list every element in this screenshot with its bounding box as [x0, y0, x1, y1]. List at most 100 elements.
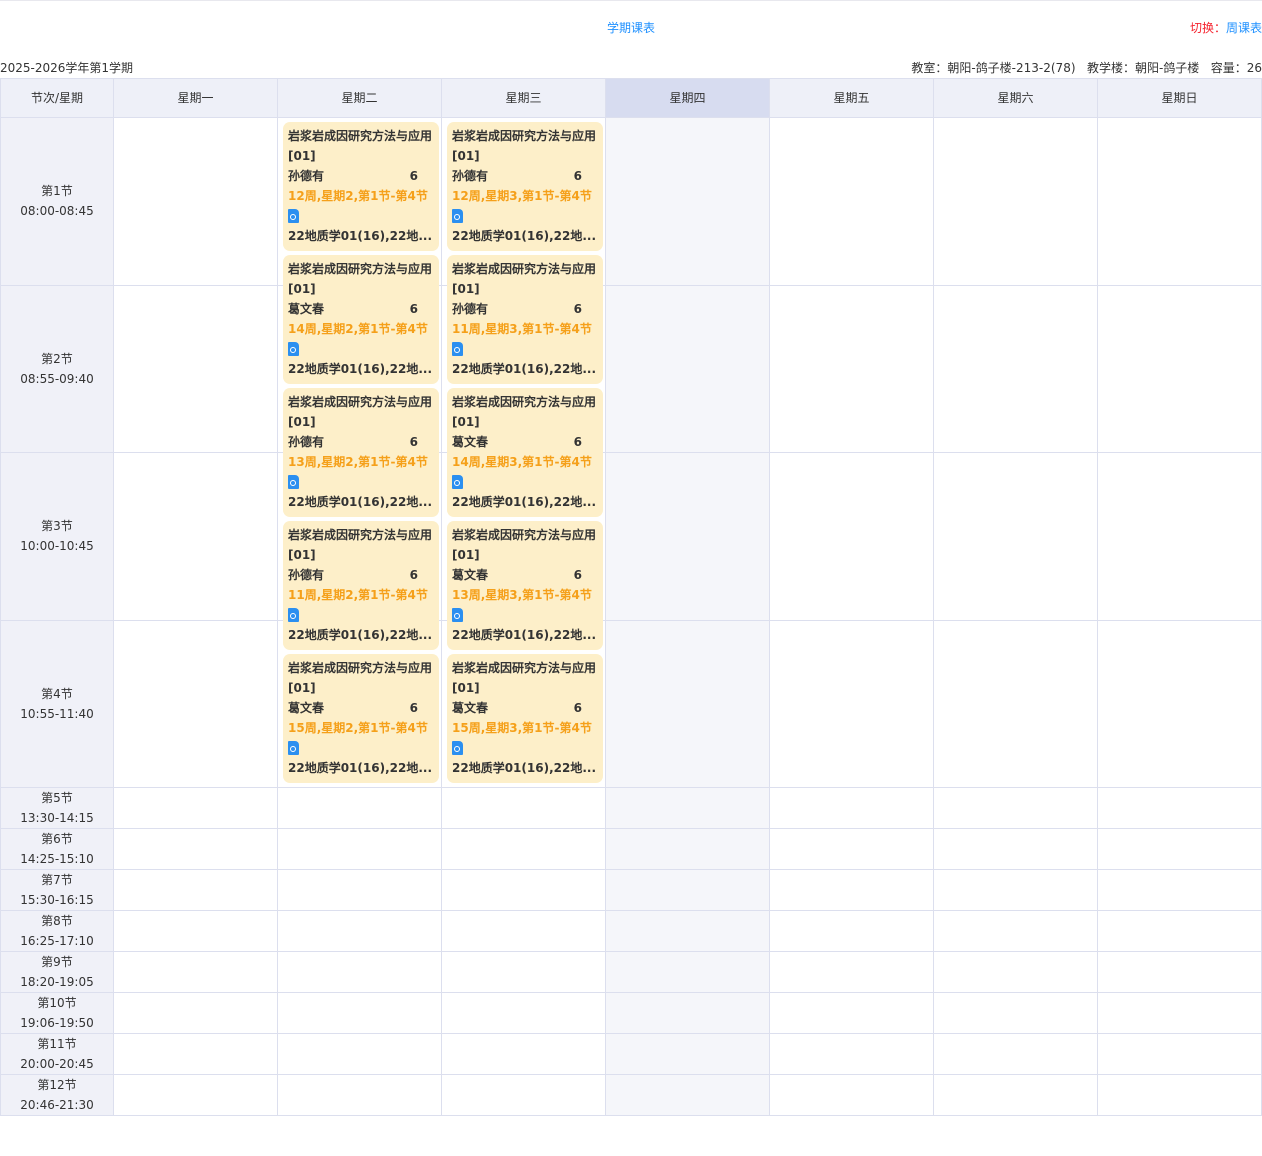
schedule-cell[interactable]	[442, 1075, 606, 1116]
schedule-cell[interactable]	[442, 952, 606, 993]
schedule-cell[interactable]	[606, 453, 770, 621]
schedule-cell[interactable]	[770, 911, 934, 952]
file-search-icon[interactable]	[452, 741, 463, 755]
file-search-icon[interactable]	[452, 608, 463, 622]
schedule-cell[interactable]	[114, 285, 278, 453]
schedule-cell[interactable]	[770, 285, 934, 453]
file-search-icon[interactable]	[452, 209, 463, 223]
schedule-cell[interactable]	[1098, 620, 1262, 788]
course-card[interactable]: 岩浆岩成因研究方法与应用 [01] 孙德有 6 11周,星期3,第1节-第4节 22地质学…	[447, 255, 603, 384]
schedule-cell[interactable]	[114, 1075, 278, 1116]
schedule-cell[interactable]	[770, 620, 934, 788]
schedule-cell[interactable]	[278, 788, 442, 829]
schedule-cell[interactable]	[442, 993, 606, 1034]
course-card[interactable]: 岩浆岩成因研究方法与应用 [01] 孙德有 6 12周,星期2,第1节-第4节 22地质学…	[283, 122, 439, 251]
schedule-cell[interactable]	[278, 911, 442, 952]
schedule-cell[interactable]	[278, 952, 442, 993]
schedule-cell[interactable]	[770, 993, 934, 1034]
schedule-cell[interactable]	[442, 620, 606, 788]
course-card[interactable]: 岩浆岩成因研究方法与应用 [01] 孙德有 6 11周,星期2,第1节-第4节 22地质学…	[283, 521, 439, 650]
schedule-cell[interactable]	[770, 788, 934, 829]
schedule-cell[interactable]	[934, 952, 1098, 993]
schedule-cell[interactable]	[1098, 952, 1262, 993]
file-search-icon[interactable]	[288, 741, 299, 755]
schedule-cell[interactable]	[606, 829, 770, 870]
schedule-cell[interactable]	[442, 788, 606, 829]
schedule-cell[interactable]	[606, 911, 770, 952]
schedule-cell[interactable]	[1098, 911, 1262, 952]
schedule-cell[interactable]	[442, 870, 606, 911]
schedule-cell[interactable]	[114, 788, 278, 829]
schedule-cell[interactable]	[1098, 788, 1262, 829]
schedule-cell[interactable]	[114, 453, 278, 621]
schedule-cell[interactable]	[114, 118, 278, 286]
schedule-cell[interactable]	[278, 1034, 442, 1075]
file-search-icon[interactable]	[288, 475, 299, 489]
schedule-cell[interactable]	[934, 993, 1098, 1034]
schedule-cell[interactable]	[606, 1075, 770, 1116]
course-card[interactable]: 岩浆岩成因研究方法与应用 [01] 孙德有 6 12周,星期3,第1节-第4节 22地质学…	[447, 122, 603, 251]
schedule-cell[interactable]	[606, 870, 770, 911]
schedule-cell[interactable]	[606, 1034, 770, 1075]
schedule-cell[interactable]	[606, 788, 770, 829]
schedule-cell[interactable]	[934, 1034, 1098, 1075]
course-card[interactable]: 岩浆岩成因研究方法与应用 [01] 葛文春 6 14周,星期2,第1节-第4节 22地质学…	[283, 255, 439, 384]
schedule-cell[interactable]	[770, 453, 934, 621]
file-search-icon[interactable]	[288, 209, 299, 223]
schedule-cell[interactable]	[1098, 829, 1262, 870]
schedule-cell[interactable]	[934, 118, 1098, 286]
teacher-name: 葛文春	[452, 435, 489, 449]
schedule-cell[interactable]	[606, 993, 770, 1034]
schedule-cell[interactable]	[114, 952, 278, 993]
schedule-cell[interactable]	[114, 1034, 278, 1075]
schedule-cell[interactable]	[114, 870, 278, 911]
file-search-icon[interactable]	[452, 475, 463, 489]
schedule-cell[interactable]	[278, 870, 442, 911]
schedule-cell[interactable]	[442, 911, 606, 952]
schedule-cell[interactable]	[934, 911, 1098, 952]
schedule-cell[interactable]	[934, 788, 1098, 829]
schedule-cell[interactable]	[606, 118, 770, 286]
schedule-cell[interactable]	[606, 620, 770, 788]
schedule-cell[interactable]	[606, 952, 770, 993]
schedule-cell[interactable]	[114, 829, 278, 870]
schedule-cell[interactable]	[934, 1075, 1098, 1116]
schedule-cell[interactable]	[1098, 1034, 1262, 1075]
schedule-cell[interactable]	[606, 285, 770, 453]
schedule-cell[interactable]	[934, 453, 1098, 621]
schedule-cell[interactable]	[770, 1034, 934, 1075]
schedule-cell[interactable]	[934, 870, 1098, 911]
schedule-cell[interactable]	[1098, 1075, 1262, 1116]
schedule-cell[interactable]	[934, 620, 1098, 788]
course-card[interactable]: 岩浆岩成因研究方法与应用 [01] 葛文春 6 14周,星期3,第1节-第4节 22地质学…	[447, 388, 603, 517]
schedule-cell[interactable]	[770, 1075, 934, 1116]
schedule-cell[interactable]	[1098, 870, 1262, 911]
schedule-cell[interactable]	[278, 993, 442, 1034]
schedule-cell[interactable]	[1098, 453, 1262, 621]
file-search-icon[interactable]	[288, 608, 299, 622]
course-card[interactable]: 岩浆岩成因研究方法与应用 [01] 葛文春 6 15周,星期2,第1节-第4节 22地质学…	[283, 654, 439, 783]
course-card[interactable]: 岩浆岩成因研究方法与应用 [01] 葛文春 6 13周,星期3,第1节-第4节 22地质学…	[447, 521, 603, 650]
week-schedule-link[interactable]: 周课表	[1225, 21, 1262, 35]
schedule-cell[interactable]	[442, 1034, 606, 1075]
schedule-cell[interactable]	[442, 829, 606, 870]
course-card[interactable]: 岩浆岩成因研究方法与应用 [01] 孙德有 6 13周,星期2,第1节-第4节 22地质学…	[283, 388, 439, 517]
schedule-cell[interactable]	[114, 911, 278, 952]
schedule-cell[interactable]	[278, 1075, 442, 1116]
file-search-icon[interactable]	[288, 342, 299, 356]
schedule-cell[interactable]	[770, 829, 934, 870]
schedule-cell[interactable]	[770, 118, 934, 286]
schedule-cell[interactable]	[114, 993, 278, 1034]
schedule-cell[interactable]	[770, 952, 934, 993]
schedule-cell[interactable]	[1098, 285, 1262, 453]
schedule-cell[interactable]	[278, 620, 442, 788]
schedule-cell[interactable]	[278, 829, 442, 870]
schedule-cell[interactable]	[770, 870, 934, 911]
schedule-cell[interactable]	[1098, 118, 1262, 286]
file-search-icon[interactable]	[452, 342, 463, 356]
schedule-cell[interactable]	[934, 285, 1098, 453]
schedule-cell[interactable]	[1098, 993, 1262, 1034]
schedule-cell[interactable]	[114, 620, 278, 788]
schedule-cell[interactable]	[934, 829, 1098, 870]
course-card[interactable]: 岩浆岩成因研究方法与应用 [01] 葛文春 6 15周,星期3,第1节-第4节 22地质学…	[447, 654, 603, 783]
